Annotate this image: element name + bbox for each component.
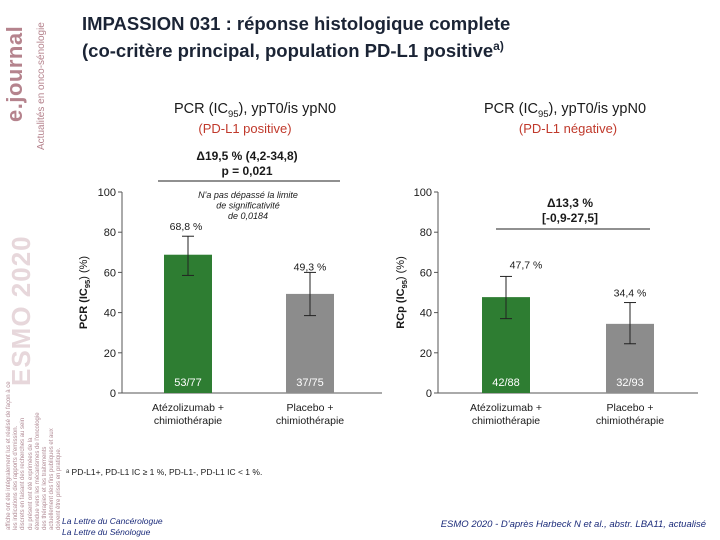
panel-0-category-1: Placebo + bbox=[287, 402, 334, 414]
panel-1-category-1: chimiothérapie bbox=[596, 415, 664, 427]
panel-0-category-1: chimiothérapie bbox=[276, 415, 344, 427]
panel-1-ytick-label: 20 bbox=[420, 348, 432, 360]
panel-1-ytick-label: 60 bbox=[420, 267, 432, 279]
panel-1-difference: Δ13,3 % bbox=[547, 196, 593, 210]
panel-0-significance-note: N'a pas dépassé la limite bbox=[198, 190, 298, 200]
panel-0-value-label-0: 68,8 % bbox=[170, 221, 203, 233]
panel-1-count-1: 32/93 bbox=[616, 377, 644, 389]
slide-title: IMPASSION 031 : réponse histologique com… bbox=[82, 12, 510, 62]
panel-1-title: PCR (IC95), ypT0/is ypN0 bbox=[484, 101, 646, 120]
footer-publications: La Lettre du Cancérologue La Lettre du S… bbox=[62, 516, 163, 537]
panel-1-ylabel: RCp (IC95) (%) bbox=[395, 256, 409, 329]
panel-0-bar-0 bbox=[164, 254, 212, 393]
title-line-1: IMPASSION 031 : réponse histologique com… bbox=[82, 13, 511, 34]
footer-source: ESMO 2020 - D'après Harbeck N et al., ab… bbox=[440, 519, 706, 530]
panel-1-ytick-label: 0 bbox=[426, 388, 432, 400]
panel-1-difference-ci: [-0,9-27,5] bbox=[542, 211, 598, 225]
panel-0-significance-note: de 0,0184 bbox=[228, 211, 268, 221]
panel-0-title: PCR (IC95), ypT0/is ypN0 bbox=[174, 101, 336, 120]
panel-0-ytick-label: 0 bbox=[110, 388, 116, 400]
panel-0-ytick-label: 40 bbox=[104, 308, 116, 320]
panel-1-value-label-0: 47,7 % bbox=[510, 259, 543, 271]
title-line-2: (co-critère principal, population PD-L1 … bbox=[82, 39, 504, 62]
footnote: ᵃ PD-L1+, PD-L1 IC ≥ 1 %, PD-L1-, PD-L1 … bbox=[66, 467, 263, 477]
panel-1-ytick-label: 80 bbox=[420, 227, 432, 239]
panel-0-count-0: 53/77 bbox=[174, 377, 202, 389]
panel-0-category-0: Atézolizumab + bbox=[152, 402, 224, 414]
panel-1-category-0: chimiothérapie bbox=[472, 415, 540, 427]
panel-0-count-1: 37/75 bbox=[296, 377, 324, 389]
panel-1-value-label-1: 34,4 % bbox=[614, 288, 647, 300]
panel-1-ytick-label: 100 bbox=[414, 187, 432, 199]
panel-1-ytick-label: 40 bbox=[420, 308, 432, 320]
panel-0-ytick-label: 60 bbox=[104, 267, 116, 279]
panel-0-ytick-label: 100 bbox=[98, 187, 116, 199]
panel-0-ytick-label: 80 bbox=[104, 227, 116, 239]
panel-0-category-0: chimiothérapie bbox=[154, 415, 222, 427]
panel-0-pvalue: p = 0,021 bbox=[221, 164, 272, 178]
panel-0-difference: Δ19,5 % (4,2-34,8) bbox=[196, 149, 297, 163]
panel-0-value-label-1: 49,3 % bbox=[294, 261, 327, 273]
panel-0-ylabel: PCR (IC95) (%) bbox=[78, 256, 92, 329]
panel-1-category-1: Placebo + bbox=[607, 402, 654, 414]
title-superscript: a) bbox=[493, 39, 504, 53]
panel-1-subtitle: (PD-L1 négative) bbox=[519, 121, 617, 136]
sidebar: e.journal Actualités en onco-sénologie E… bbox=[0, 0, 62, 540]
panel-1-count-0: 42/88 bbox=[492, 377, 520, 389]
panel-0-subtitle: (PD-L1 positive) bbox=[198, 121, 291, 136]
panel-1-category-0: Atézolizumab + bbox=[470, 402, 542, 414]
panel-0-significance-note: de significativité bbox=[216, 201, 280, 211]
panel-0-ytick-label: 20 bbox=[104, 348, 116, 360]
